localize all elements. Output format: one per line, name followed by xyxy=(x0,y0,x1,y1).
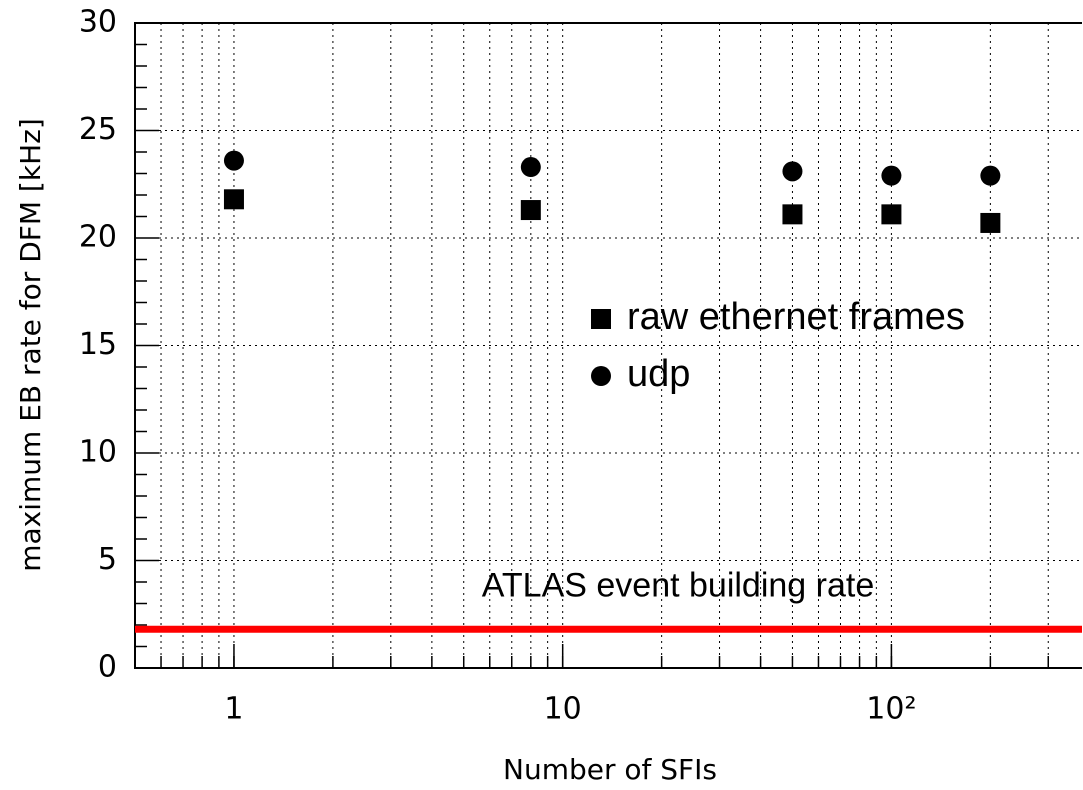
marker-square xyxy=(881,204,902,225)
y-tick-label: 10 xyxy=(79,435,117,470)
marker-square xyxy=(520,200,541,221)
y-tick-label: 15 xyxy=(79,327,117,362)
annotation: ATLAS event building rate xyxy=(482,566,875,604)
marker-circle xyxy=(980,165,1001,186)
marker-circle xyxy=(520,157,541,178)
y-tick-label: 5 xyxy=(98,542,117,577)
axis-frame xyxy=(134,22,1082,669)
marker-square xyxy=(782,204,803,225)
marker-circle xyxy=(881,165,902,186)
marker-circle xyxy=(591,366,611,386)
x-axis-label: Number of SFIs xyxy=(503,753,717,786)
marker-square xyxy=(591,309,611,329)
y-tick-label: 30 xyxy=(79,5,117,40)
x-tick-label: 10 xyxy=(544,692,582,727)
x-tick-label: 10² xyxy=(866,692,916,727)
marker-square xyxy=(980,212,1001,233)
marker-circle xyxy=(782,161,803,182)
marker-square xyxy=(223,189,244,210)
y-axis-label: maximum EB rate for DFM [kHz] xyxy=(14,118,47,572)
legend-label: raw ethernet frames xyxy=(627,296,965,338)
y-tick-label: 0 xyxy=(98,650,117,685)
marker-circle xyxy=(223,150,244,171)
legend-label: udp xyxy=(627,353,690,395)
x-tick-label: 1 xyxy=(224,692,243,727)
y-tick-label: 20 xyxy=(79,220,117,255)
y-tick-label: 25 xyxy=(79,112,117,147)
